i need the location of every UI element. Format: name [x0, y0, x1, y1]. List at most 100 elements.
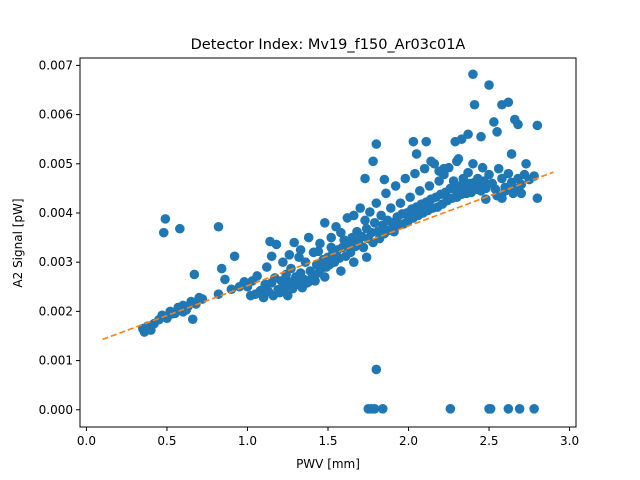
- data-point-114: [386, 203, 396, 213]
- data-point-220: [521, 158, 531, 169]
- data-point-111: [381, 188, 391, 199]
- data-point-162: [463, 167, 473, 178]
- data-point-210: [503, 97, 514, 108]
- y-axis-ticks: 0.000 0.001 0.002 0.003 0.004 0.005 0.006 0.007: [39, 58, 80, 417]
- data-point-213: [513, 119, 523, 130]
- data-point-52: [286, 263, 296, 274]
- y-tick-label: 0.001: [39, 354, 73, 368]
- data-point-233: [336, 266, 346, 276]
- data-point-246: [529, 404, 539, 414]
- data-point-197: [368, 156, 378, 167]
- data-point-206: [469, 99, 480, 110]
- data-point-217: [434, 166, 444, 176]
- fit-layer: [102, 171, 554, 341]
- data-point-239: [369, 404, 380, 414]
- data-point-123: [400, 173, 411, 184]
- data-point-47: [278, 257, 288, 267]
- chart-title: Detector Index: Mv19_f150_Ar03c01A: [191, 37, 466, 53]
- data-point-199: [421, 136, 432, 147]
- data-point-227: [284, 250, 295, 260]
- data-point-23: [220, 274, 230, 285]
- data-point-117: [390, 181, 401, 191]
- y-tick-label: 0.007: [39, 58, 73, 72]
- data-point-33: [252, 271, 262, 281]
- data-point-221: [506, 149, 517, 159]
- data-point-61: [300, 257, 311, 267]
- y-tick-label: 0.005: [39, 157, 73, 171]
- data-point-177: [493, 163, 504, 174]
- x-tick-label: 1.5: [318, 434, 337, 448]
- data-point-126: [405, 192, 415, 203]
- y-tick-label: 0.006: [39, 108, 73, 122]
- data-point-234: [319, 272, 330, 282]
- data-point-218: [360, 173, 370, 184]
- data-point-214: [476, 131, 486, 142]
- x-tick-label: 2.0: [399, 434, 418, 448]
- data-points: [138, 69, 543, 414]
- data-point-226: [266, 251, 277, 262]
- data-point-73: [319, 218, 330, 228]
- data-point-129: [410, 168, 420, 179]
- data-point-243: [485, 404, 496, 414]
- data-point-70: [315, 238, 325, 249]
- data-point-212: [492, 127, 502, 137]
- data-point-241: [445, 404, 456, 414]
- data-point-25: [226, 284, 237, 295]
- data-point-50: [282, 290, 293, 301]
- data-point-215: [452, 156, 462, 167]
- x-tick-label: 3.0: [560, 434, 579, 448]
- x-axis-ticks: 0.0 0.5 1.0 1.5 2.0 2.5 3.0: [77, 427, 579, 448]
- data-point-132: [414, 186, 425, 196]
- data-point-95: [355, 203, 366, 213]
- data-point-225: [197, 294, 208, 304]
- data-point-138: [424, 181, 435, 191]
- data-point-244: [503, 404, 514, 414]
- data-point-22: [216, 263, 227, 274]
- data-point-18: [175, 223, 185, 234]
- data-point-232: [361, 252, 372, 263]
- data-point-193: [516, 188, 527, 199]
- data-point-54: [289, 237, 299, 248]
- data-point-16: [158, 227, 169, 238]
- y-axis-label: A2 Signal [pW]: [11, 198, 25, 287]
- x-tick-label: 0.0: [77, 434, 96, 448]
- data-point-188: [532, 193, 543, 204]
- data-point-101: [365, 207, 375, 217]
- data-point-20: [187, 314, 198, 325]
- data-point-91: [348, 210, 359, 221]
- data-point-201: [426, 156, 436, 167]
- data-point-21: [213, 221, 224, 232]
- data-point-196: [371, 139, 382, 149]
- data-point-189: [532, 120, 543, 131]
- data-point-77: [326, 232, 337, 243]
- plot-area: [80, 58, 576, 427]
- data-point-245: [514, 404, 525, 414]
- data-point-135: [419, 163, 430, 174]
- x-tick-label: 2.5: [479, 434, 498, 448]
- data-point-231: [348, 257, 359, 267]
- y-tick-label: 0.002: [39, 304, 73, 318]
- plot-background: [80, 58, 576, 427]
- data-point-208: [489, 117, 499, 127]
- data-point-63: [303, 232, 314, 243]
- data-point-205: [468, 69, 478, 80]
- data-point-171: [477, 162, 488, 173]
- x-tick-label: 1.0: [238, 434, 257, 448]
- data-point-198: [408, 136, 419, 147]
- data-point-17: [160, 214, 171, 224]
- data-point-207: [484, 80, 494, 90]
- y-tick-label: 0.004: [39, 206, 73, 220]
- data-point-192: [508, 188, 518, 199]
- data-point-204: [463, 129, 473, 140]
- fit-line: [102, 171, 554, 341]
- data-point-228: [295, 245, 306, 255]
- data-point-224: [183, 301, 193, 312]
- data-point-19: [189, 269, 200, 280]
- data-point-26: [229, 251, 240, 262]
- data-point-43: [271, 239, 282, 250]
- x-tick-label: 0.5: [157, 434, 176, 448]
- data-point-174: [484, 169, 494, 180]
- data-point-236: [371, 364, 382, 375]
- y-tick-label: 0.003: [39, 255, 73, 269]
